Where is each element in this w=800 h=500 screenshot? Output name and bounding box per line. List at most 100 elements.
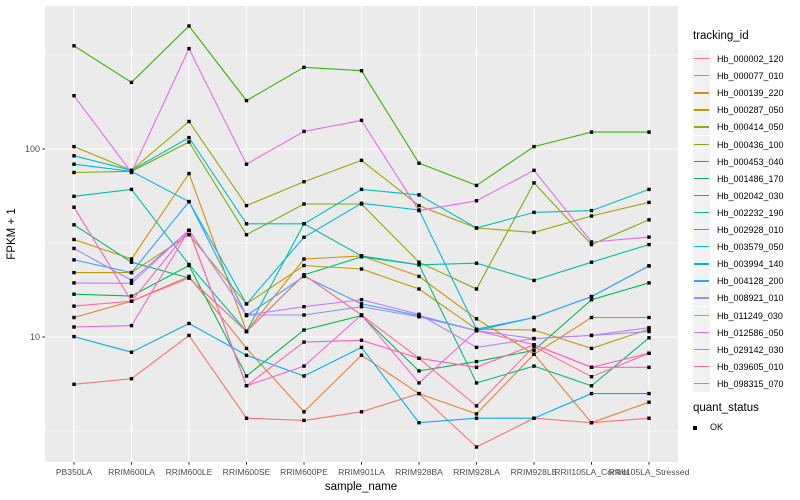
- data-point: [359, 254, 364, 258]
- legend-label: Hb_008921_010: [717, 293, 784, 304]
- data-point: [647, 130, 651, 134]
- legend-key-box: [693, 272, 710, 290]
- legend-key-box: [693, 323, 710, 341]
- data-point: [647, 315, 651, 320]
- data-point: [72, 44, 76, 48]
- data-point: [244, 302, 249, 306]
- legend-key-box: [693, 340, 710, 358]
- data-point: [417, 421, 421, 425]
- data-point: [302, 65, 306, 69]
- legend-label: Hb_000139_220: [717, 88, 784, 99]
- data-point: [302, 273, 306, 277]
- data-point: [129, 323, 134, 328]
- data-point: [474, 183, 479, 188]
- data-point: [647, 187, 651, 192]
- data-point: [72, 223, 76, 227]
- x-axis-title: sample_name: [324, 481, 398, 493]
- legend-label: Hb_000002_120: [717, 54, 784, 64]
- data-point: [359, 118, 364, 123]
- data-point: [187, 262, 191, 267]
- data-point: [532, 416, 536, 420]
- ok-square-icon: [693, 426, 697, 430]
- data-point: [532, 364, 536, 368]
- data-point: [647, 351, 651, 355]
- data-point: [647, 281, 651, 285]
- data-point: [359, 69, 364, 73]
- data-point: [647, 326, 651, 330]
- data-point: [532, 168, 536, 172]
- data-point: [417, 369, 421, 373]
- legend-label: Hb_039605_010: [717, 361, 784, 372]
- data-point: [72, 304, 76, 308]
- x-tick-label: RRIM600SE: [223, 467, 271, 477]
- data-point: [359, 353, 364, 357]
- data-point: [129, 257, 134, 261]
- data-point: [532, 328, 536, 332]
- data-point: [302, 305, 306, 309]
- data-point: [72, 325, 76, 329]
- legend-label: Hb_012586_050: [717, 327, 784, 338]
- legend-key-box: [693, 84, 710, 102]
- data-point: [589, 214, 594, 218]
- data-point: [417, 315, 421, 319]
- data-point: [72, 194, 76, 198]
- data-point: [72, 281, 76, 285]
- data-point: [302, 418, 306, 423]
- data-point: [417, 287, 421, 291]
- data-point: [187, 199, 191, 204]
- x-tick-label: RRIM901LA: [338, 467, 385, 477]
- legend-key-box: [693, 169, 710, 187]
- data-point: [647, 264, 651, 268]
- legend-key-line-icon: [694, 297, 709, 299]
- data-point: [417, 193, 421, 197]
- data-point: [417, 260, 421, 264]
- data-point: [129, 278, 134, 283]
- legend-key-line-icon: [694, 126, 709, 128]
- data-point: [589, 242, 594, 247]
- legend-label: Hb_002232_190: [717, 207, 784, 218]
- data-point: [244, 98, 249, 103]
- data-point: [187, 233, 191, 237]
- data-point: [647, 235, 651, 239]
- data-point: [532, 352, 536, 356]
- data-point: [72, 205, 76, 209]
- data-point: [589, 298, 594, 302]
- legend-label-ok: OK: [710, 422, 724, 432]
- data-point: [244, 374, 249, 378]
- data-point: [72, 382, 76, 386]
- data-point: [474, 381, 479, 385]
- data-point: [187, 140, 191, 144]
- y-tick-label: 100: [25, 144, 40, 154]
- legend-key-box: [693, 135, 710, 153]
- legend-key-box: [693, 221, 710, 238]
- legend-key-line-icon: [694, 109, 709, 111]
- data-point: [647, 242, 651, 247]
- data-point: [129, 270, 134, 275]
- data-point: [589, 208, 594, 213]
- data-point: [72, 170, 76, 175]
- x-tick-label: RRIM600LE: [166, 467, 213, 477]
- data-point: [72, 315, 76, 320]
- x-tick-label: PB350LA: [56, 467, 93, 477]
- legend-key-box: [693, 50, 710, 67]
- data-point: [302, 257, 306, 261]
- data-point: [302, 180, 306, 184]
- legend-title-quant-status: quant_status: [693, 402, 759, 414]
- data-point: [532, 315, 536, 320]
- legend-key-box: [693, 152, 710, 170]
- data-point: [589, 346, 594, 351]
- data-point: [244, 233, 249, 237]
- legend-key-line-icon: [694, 331, 709, 333]
- legend-key-box: [693, 306, 710, 324]
- legend-title-tracking-id: tracking_id: [693, 30, 749, 42]
- legend-key-line-icon: [694, 177, 709, 180]
- data-point: [359, 298, 364, 302]
- data-point: [474, 445, 479, 449]
- legend-label: Hb_098315_070: [717, 378, 784, 389]
- data-point: [359, 410, 364, 414]
- data-point: [359, 302, 364, 306]
- data-point: [589, 130, 594, 134]
- data-point: [187, 321, 191, 326]
- data-point: [589, 260, 594, 264]
